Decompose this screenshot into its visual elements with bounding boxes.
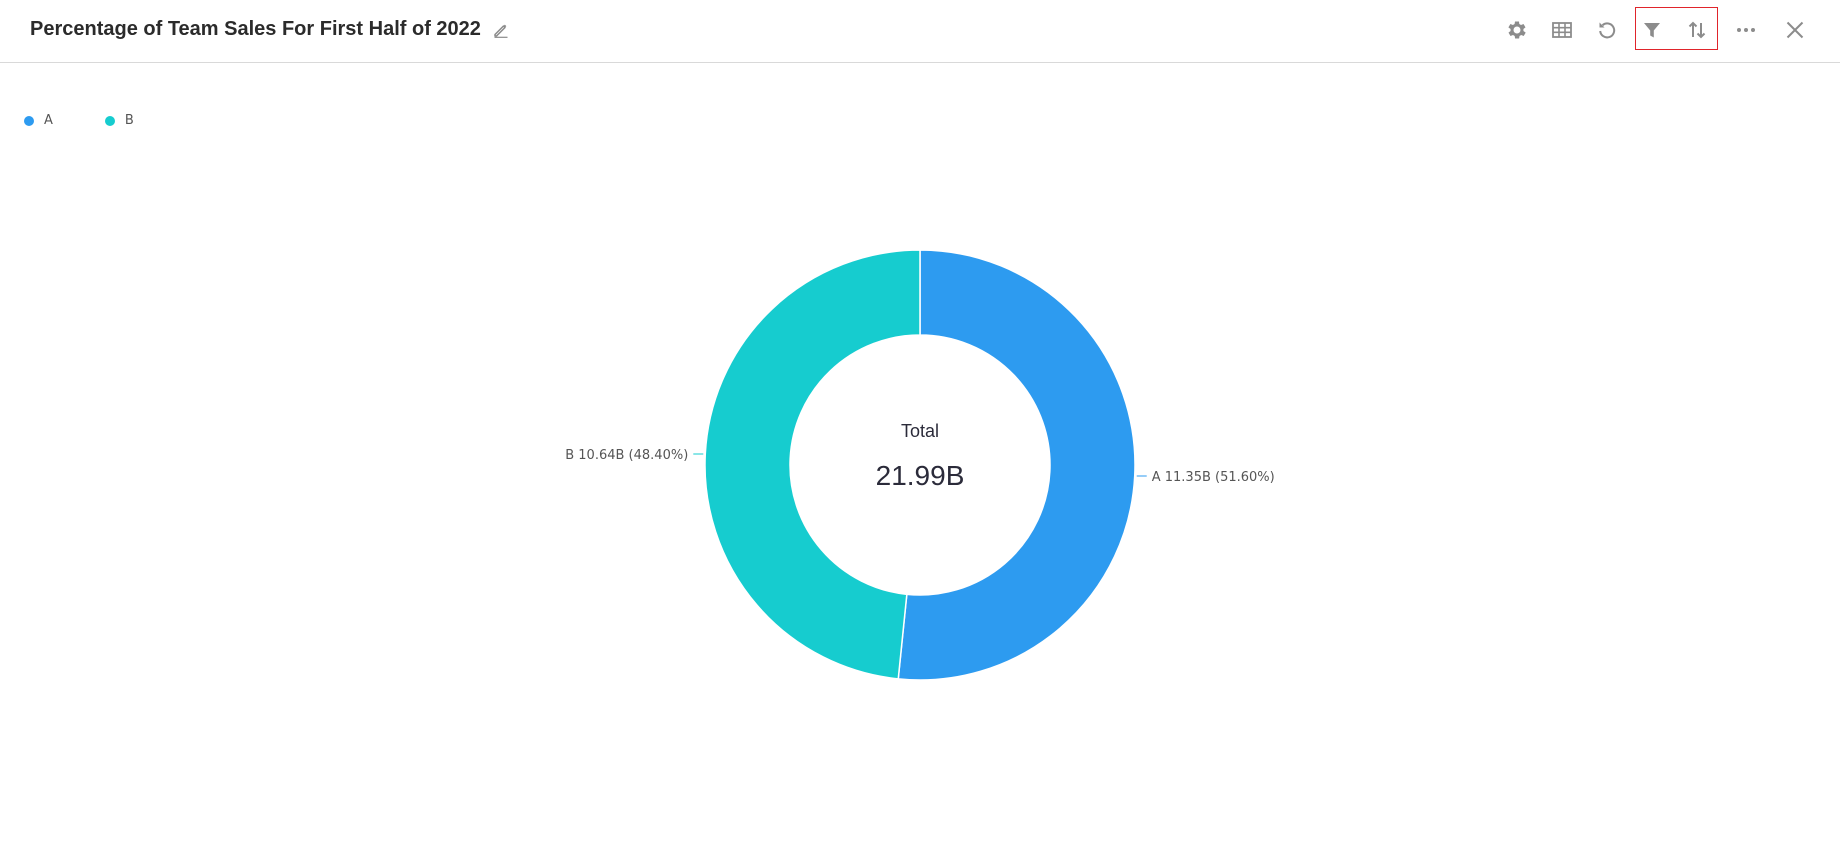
table-icon[interactable] (1546, 14, 1578, 46)
label-leaders (693, 453, 1147, 477)
settings-icon[interactable] (1501, 14, 1533, 46)
donut-slice-a[interactable] (897, 249, 1136, 681)
toolbar (0, 0, 1840, 62)
center-total-value: 21.99B (876, 460, 965, 491)
more-icon[interactable] (1730, 14, 1762, 46)
close-icon[interactable] (1779, 14, 1811, 46)
chart-header: Percentage of Team Sales For First Half … (0, 0, 1840, 63)
donut-slice-b[interactable] (704, 249, 921, 680)
legend-dot-b (104, 115, 115, 126)
legend-dot-a (24, 115, 34, 126)
legend-item-b[interactable]: B (104, 113, 134, 128)
sort-icon[interactable] (1681, 14, 1713, 46)
legend-label-b: B (124, 113, 134, 128)
donut-chart: Total 21.99B A 11.35B (51.60%) B 10.64B … (565, 249, 1275, 681)
slice-label-b: B 10.64B (48.40%) (565, 448, 688, 463)
legend-item-a[interactable]: A (24, 113, 53, 128)
title-area: Percentage of Team Sales For First Half … (30, 18, 510, 41)
edit-icon[interactable] (492, 21, 510, 39)
chart-legend: A B (24, 113, 186, 128)
center-total-label: Total (901, 421, 939, 441)
refresh-icon[interactable] (1591, 14, 1623, 46)
slice-label-a: A 11.35B (51.60%) (1152, 470, 1275, 485)
donut-slices (704, 249, 1136, 681)
filter-icon[interactable] (1636, 14, 1668, 46)
legend-label-a: A (44, 113, 53, 128)
chart-title: Percentage of Team Sales For First Half … (30, 18, 481, 40)
